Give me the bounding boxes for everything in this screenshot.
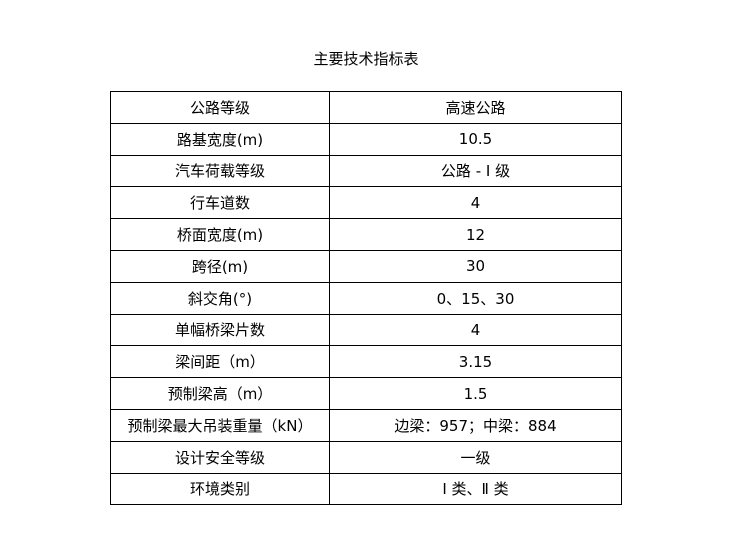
indicator-name-cell: 公路等级 <box>110 91 330 124</box>
indicator-name-cell: 单幅桥梁片数 <box>110 313 330 347</box>
table-row: 跨径(m) 30 <box>110 249 622 283</box>
table-row: 汽车荷载等级 公路 - Ⅰ 级 <box>110 154 622 188</box>
table-row: 行车道数 4 <box>110 186 622 220</box>
indicator-value-cell: 公路 - Ⅰ 级 <box>329 154 622 188</box>
table-row: 预制梁最大吊装重量（kN） 边梁：957；中梁：884 <box>110 408 622 442</box>
indicator-value-cell: 10.5 <box>329 122 622 156</box>
table-row: 路基宽度(m) 10.5 <box>110 122 622 156</box>
indicator-value-cell: 边梁：957；中梁：884 <box>329 408 622 442</box>
table-title: 主要技术指标表 <box>313 50 419 68</box>
indicator-value-cell: 12 <box>329 218 622 251</box>
indicator-name-cell: 设计安全等级 <box>110 440 330 474</box>
table-row: 梁间距（m） 3.15 <box>110 345 622 379</box>
indicator-value-cell: 一级 <box>329 440 622 474</box>
indicator-value-cell: 高速公路 <box>329 91 622 124</box>
indicator-name-cell: 路基宽度(m) <box>110 122 330 156</box>
table-row: 单幅桥梁片数 4 <box>110 313 622 347</box>
indicator-value-cell: 0、15、30 <box>329 281 622 315</box>
indicator-value-cell: 4 <box>329 313 622 347</box>
indicator-name-cell: 汽车荷载等级 <box>110 154 330 188</box>
indicator-name-cell: 斜交角(°) <box>110 281 330 315</box>
indicator-value-cell: 1.5 <box>329 377 622 410</box>
indicator-value-cell: Ⅰ 类、Ⅱ 类 <box>329 472 622 506</box>
indicator-name-cell: 环境类别 <box>110 472 330 506</box>
indicator-name-cell: 预制梁高（m） <box>110 377 330 410</box>
table-row: 预制梁高（m） 1.5 <box>110 377 622 410</box>
indicator-name-cell: 桥面宽度(m) <box>110 218 330 251</box>
table-row: 公路等级 高速公路 <box>110 91 622 124</box>
indicator-value-cell: 4 <box>329 186 622 220</box>
indicator-name-cell: 行车道数 <box>110 186 330 220</box>
indicator-value-cell: 3.15 <box>329 345 622 379</box>
table-row: 设计安全等级 一级 <box>110 440 622 474</box>
table-row: 环境类别 Ⅰ 类、Ⅱ 类 <box>110 472 622 506</box>
technical-indicators-table: 公路等级 高速公路 路基宽度(m) 10.5 汽车荷载等级 公路 - Ⅰ 级行车道数 4 桥面… <box>110 91 622 506</box>
table-row: 斜交角(°) 0、15、30 <box>110 281 622 315</box>
indicator-value-cell: 30 <box>329 249 622 283</box>
table-row: 桥面宽度(m) 12 <box>110 218 622 251</box>
indicator-name-cell: 预制梁最大吊装重量（kN） <box>110 408 330 442</box>
indicator-name-cell: 梁间距（m） <box>110 345 330 379</box>
indicator-name-cell: 跨径(m) <box>110 249 330 283</box>
